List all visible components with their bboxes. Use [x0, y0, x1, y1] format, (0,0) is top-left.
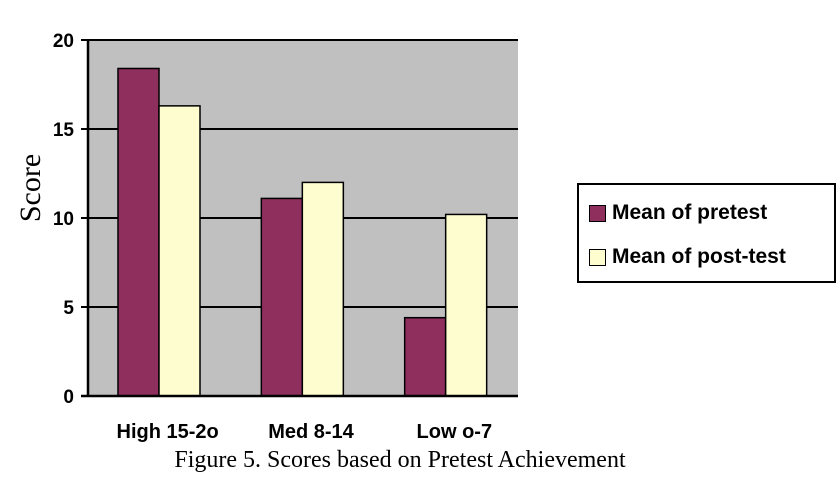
y-tick-label: 5 [63, 298, 74, 319]
x-tick-labels: High 15-2o Med 8-14 Low o-7 [117, 421, 493, 443]
y-tick-labels: 0 5 10 15 20 [53, 31, 88, 408]
x-tick-label: Low o-7 [417, 421, 493, 443]
x-tick-label: Med 8-14 [268, 421, 354, 443]
bar-post-test [444, 213, 488, 397]
legend-swatch-pretest [589, 204, 606, 222]
bar-pretest [260, 197, 304, 397]
bar-pretest [117, 67, 160, 397]
x-tick-label: High 15-2o [117, 421, 219, 443]
bars [117, 67, 488, 397]
y-tick-label: 0 [63, 387, 74, 408]
legend-swatch-post-test [589, 248, 606, 266]
bar-post-test [158, 105, 201, 397]
y-tick-label: 20 [53, 31, 74, 52]
legend: Mean of pretest Mean of post-test [577, 183, 836, 283]
bar-post-test [301, 181, 345, 397]
y-tick-label: 15 [53, 120, 75, 141]
figure-caption: Figure 5. Scores based on Pretest Achiev… [174, 447, 626, 473]
legend-item-post-test: Mean of post-test [589, 242, 786, 272]
legend-item-pretest: Mean of pretest [589, 198, 767, 228]
bar-pretest [403, 316, 447, 397]
y-axis-label: Score [14, 154, 47, 222]
y-tick-label: 10 [53, 209, 74, 230]
legend-label-pretest: Mean of pretest [612, 201, 768, 224]
legend-label-post-test: Mean of post-test [612, 245, 786, 268]
